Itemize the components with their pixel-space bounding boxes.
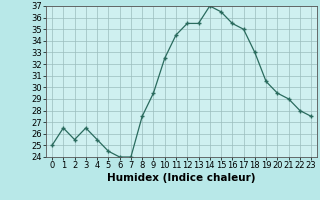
X-axis label: Humidex (Indice chaleur): Humidex (Indice chaleur) [107,173,256,183]
